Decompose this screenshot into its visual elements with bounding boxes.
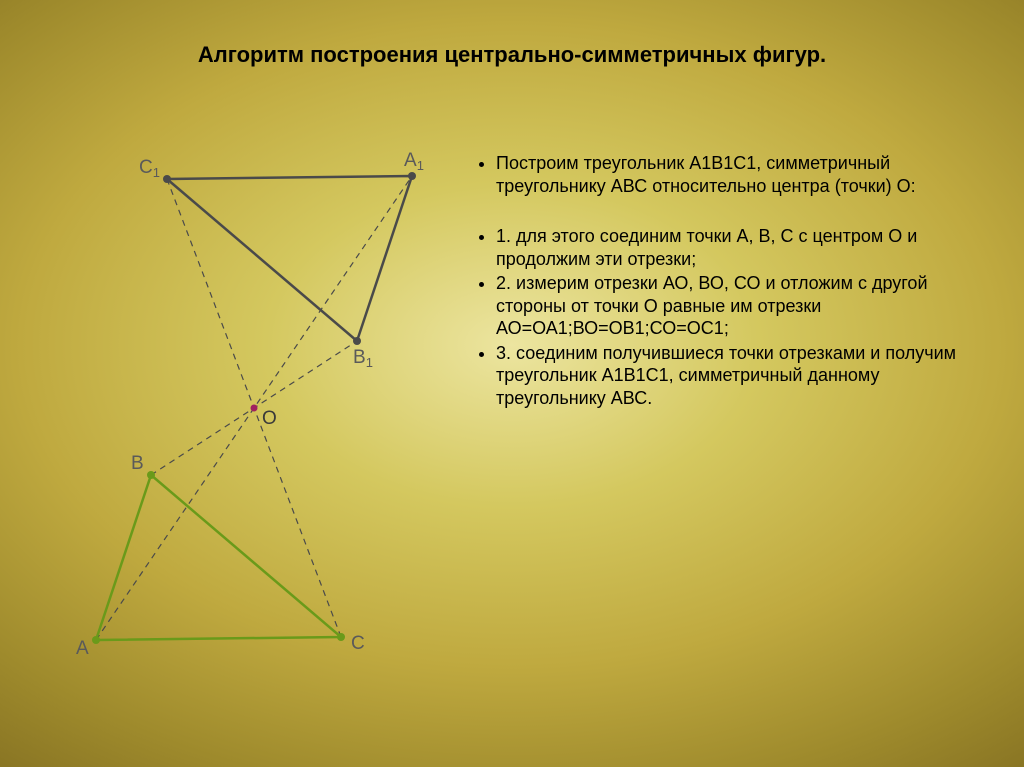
svg-text:C: C [351, 633, 365, 654]
svg-text:B1: B1 [353, 347, 373, 370]
svg-text:B: B [131, 453, 144, 474]
steps-column: Построим треугольник А1В1С1, симметричны… [470, 152, 980, 437]
svg-text:A1: A1 [404, 150, 424, 173]
page-title: Алгоритм построения центрально-симметрич… [0, 42, 1024, 68]
steps-list: Построим треугольник А1В1С1, симметричны… [470, 152, 980, 409]
svg-text:A: A [76, 638, 89, 659]
step-3: 3. соединим получившиеся точки отрезками… [496, 342, 980, 410]
step-1: 1. для этого соединим точки А, В, С с це… [496, 225, 980, 270]
step-intro: Построим треугольник А1В1С1, симметричны… [496, 152, 980, 197]
svg-text:О: О [262, 408, 277, 429]
step-2: 2. измерим отрезки АО, ВО, СО и отложим … [496, 272, 980, 340]
geometry-diagram: A B C A1 B1 C1 О [56, 150, 436, 670]
svg-text:C1: C1 [139, 157, 160, 180]
